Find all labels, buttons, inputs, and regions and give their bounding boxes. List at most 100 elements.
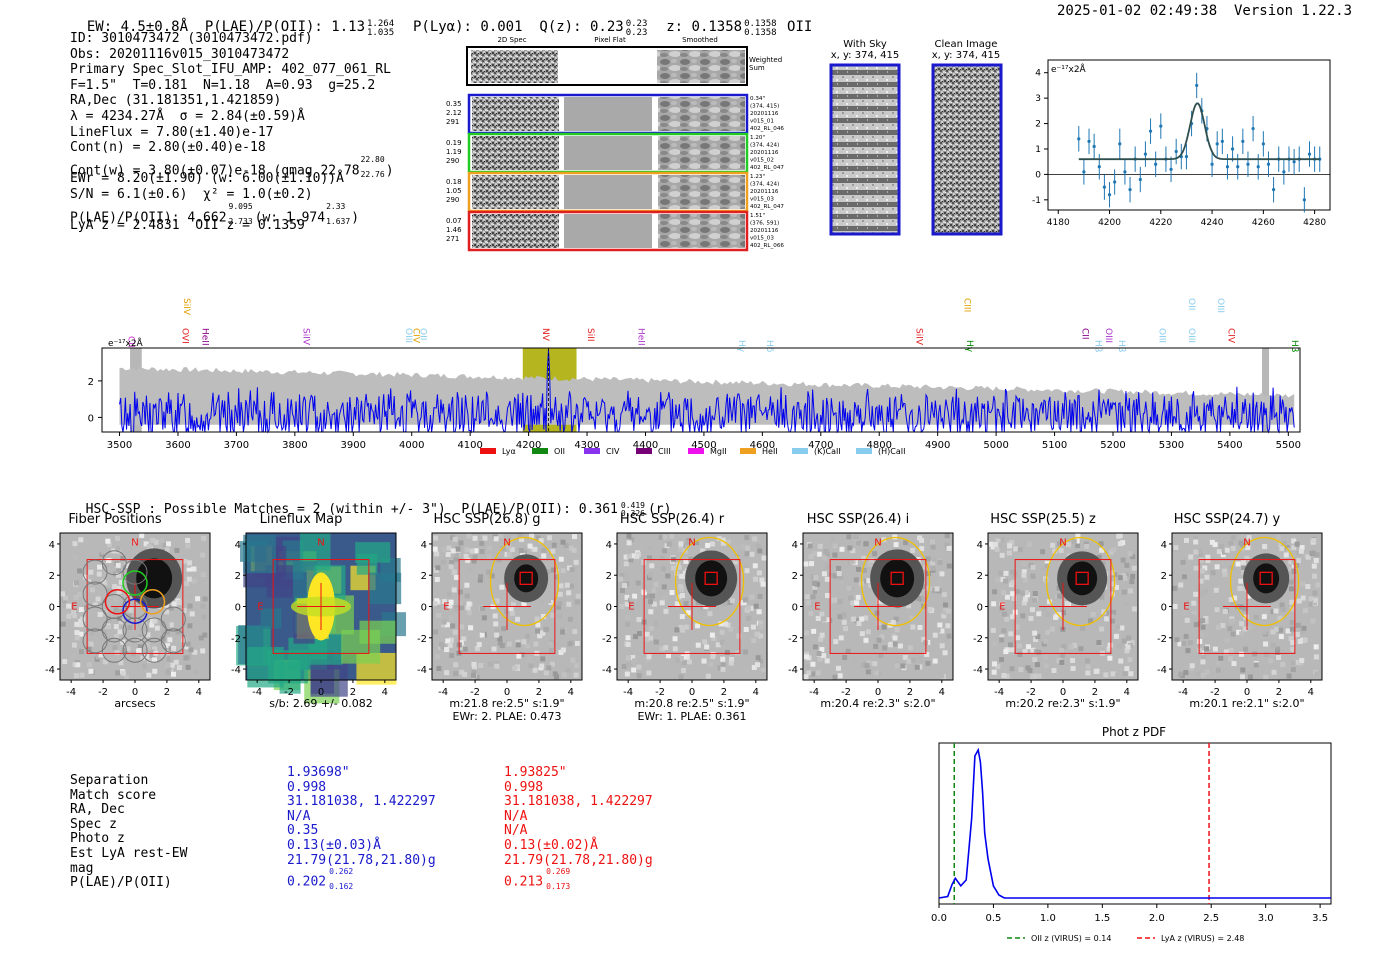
noise-pixel [1228,597,1234,603]
noise-pixel [1111,547,1117,553]
noise-pixel [621,663,627,669]
legend-label: Lyα [502,447,516,456]
hsc-ytick-label: 0 [792,603,798,614]
noise-pixel [1261,614,1267,620]
zoom-point [1113,180,1117,184]
noise-pixel [879,634,885,640]
hsc-ytick-label: -4 [1157,665,1167,676]
noise-pixel [925,660,931,666]
noise-pixel [1051,667,1057,673]
with-sky-image [829,63,901,236]
noise-pixel [837,614,843,620]
noise-pixel [534,616,540,622]
fiber-circle [141,617,167,643]
compass-n: N [1059,538,1066,549]
noise-pixel [1124,562,1130,568]
noise-pixel [1015,647,1021,653]
noise-pixel [892,641,898,647]
fiber-circle [82,606,108,632]
header-z-type: OII [787,19,813,35]
hsc-xtick-label: 0 [1244,687,1250,698]
cutout-row-stat: 1.46 [446,226,462,234]
noise-pixel [681,667,687,673]
cutout-smoothed [658,136,745,170]
noise-pixel [1115,624,1121,630]
noise-pixel [192,649,198,655]
noise-pixel [864,663,870,669]
hsc-xtick-label: 2 [907,687,913,698]
noise-pixel [1046,599,1052,605]
noise-pixel [145,632,151,638]
noise-pixel [543,670,549,676]
noise-pixel [832,552,838,558]
noise-pixel [1273,626,1279,632]
noise-pixel [1240,559,1246,565]
full-xtick-label: 5300 [1159,440,1184,451]
noise-pixel [1229,618,1235,624]
noise-pixel [813,574,819,580]
noise-pixel [1193,591,1199,597]
noise-pixel [184,612,190,618]
noise-pixel [1124,601,1130,607]
noise-pixel [856,540,862,546]
noise-pixel [863,637,869,643]
match-red-value: N/A [504,823,528,839]
noise-pixel [930,544,936,550]
noise-pixel [669,590,675,596]
noise-pixel [645,593,651,599]
noise-pixel [1238,578,1244,584]
noise-pixel [1099,594,1105,600]
noise-pixel [114,650,120,656]
compass-n: N [131,538,138,549]
noise-pixel [1068,644,1074,650]
noise-pixel [524,638,530,644]
noise-pixel [756,570,762,576]
noise-pixel [1261,629,1267,635]
hsc-panel: HSC SSP(26.4) i N E 4 2 0 -2 -4 -4 -2 0 2 4 m:20.4 re… [753,512,963,722]
noise-pixel [863,541,869,547]
noise-pixel [648,599,654,605]
noise-pixel [1116,643,1122,649]
noise-pixel [809,561,815,567]
compass-e: E [257,602,263,613]
noise-pixel [551,542,557,548]
hsc-panel-caption: m:20.2 re:2.3" s:1.9" [1005,697,1121,710]
noise-pixel [893,542,899,548]
noise-pixel [498,533,504,539]
noise-pixel [1126,635,1132,641]
noise-pixel [806,600,812,606]
noise-pixel [1020,613,1026,619]
noise-pixel [187,623,193,629]
noise-pixel [1096,554,1102,560]
noise-pixel [817,656,823,662]
noise-pixel [704,644,710,650]
noise-pixel [1075,533,1081,539]
noise-pixel [661,584,667,590]
zoom-point [1097,165,1101,169]
cutout-row-meta: (374, 424) [750,182,779,188]
match-label: Separation [70,773,149,788]
cutout-row-stat: 271 [446,235,459,243]
noise-pixel [723,641,729,647]
noise-pixel [493,536,499,542]
noise-pixel [849,558,855,564]
noise-pixel [1291,538,1297,544]
noise-pixel [761,555,767,561]
noise-pixel [943,602,949,608]
noise-pixel [182,558,188,564]
zoom-point [1292,160,1296,164]
noise-pixel [749,551,755,557]
noise-pixel [528,663,534,669]
noise-pixel [1049,626,1055,632]
noise-pixel [127,624,133,630]
hsc-ytick-label: -2 [788,634,798,645]
noise-pixel [1058,548,1064,554]
noise-pixel [1201,654,1207,660]
hsc-panel-caption: m:20.4 re:2.3" s:2.0" [820,697,936,710]
clean-title: Clean Image [935,39,998,50]
noise-pixel [1183,537,1189,543]
noise-pixel [672,646,678,652]
noise-pixel [1297,638,1303,644]
noise-pixel [662,548,668,554]
noise-pixel [1274,646,1280,652]
